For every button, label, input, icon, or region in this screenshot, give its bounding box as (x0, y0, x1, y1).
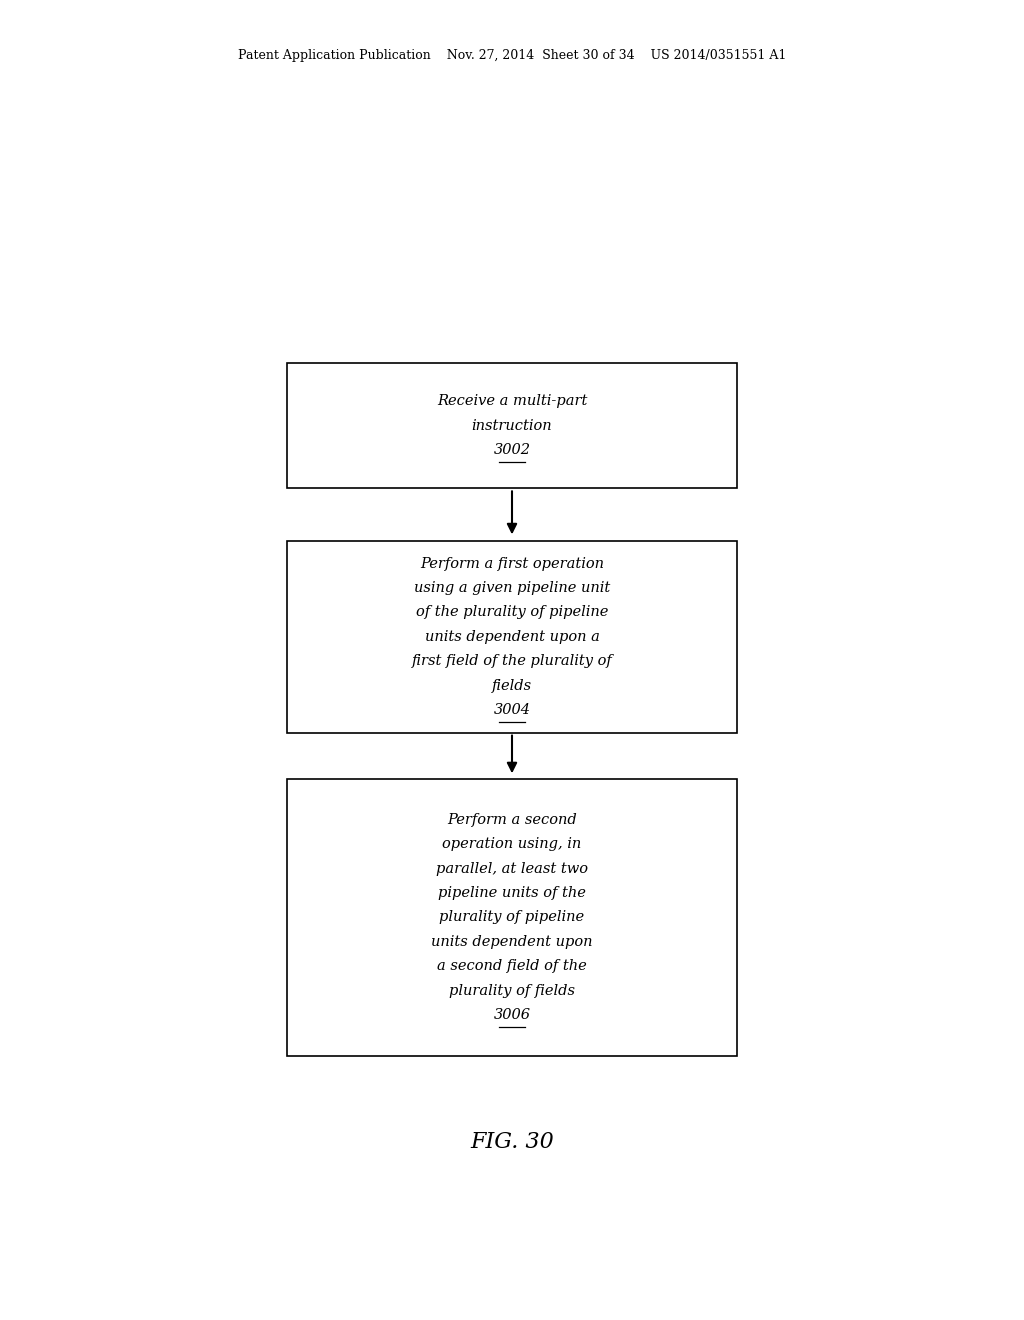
Text: Perform a first operation: Perform a first operation (420, 557, 604, 570)
FancyBboxPatch shape (287, 541, 737, 733)
Text: FIG. 30: FIG. 30 (470, 1131, 554, 1152)
Text: units dependent upon a: units dependent upon a (425, 630, 599, 644)
Text: instruction: instruction (472, 418, 552, 433)
FancyBboxPatch shape (287, 363, 737, 488)
Text: of the plurality of pipeline: of the plurality of pipeline (416, 606, 608, 619)
Text: first field of the plurality of: first field of the plurality of (412, 655, 612, 668)
Text: parallel, at least two: parallel, at least two (436, 862, 588, 875)
Text: operation using, in: operation using, in (442, 837, 582, 851)
Text: plurality of pipeline: plurality of pipeline (439, 911, 585, 924)
Text: a second field of the: a second field of the (437, 960, 587, 973)
Text: using a given pipeline unit: using a given pipeline unit (414, 581, 610, 595)
Text: plurality of fields: plurality of fields (449, 983, 575, 998)
Text: Receive a multi-part: Receive a multi-part (437, 395, 587, 408)
Text: fields: fields (492, 678, 532, 693)
Text: Perform a second: Perform a second (447, 813, 577, 826)
Text: 3006: 3006 (494, 1008, 530, 1022)
Text: 3004: 3004 (494, 704, 530, 717)
Text: Patent Application Publication    Nov. 27, 2014  Sheet 30 of 34    US 2014/03515: Patent Application Publication Nov. 27, … (238, 49, 786, 62)
FancyBboxPatch shape (287, 779, 737, 1056)
Text: 3002: 3002 (494, 444, 530, 457)
Text: pipeline units of the: pipeline units of the (438, 886, 586, 900)
Text: units dependent upon: units dependent upon (431, 935, 593, 949)
